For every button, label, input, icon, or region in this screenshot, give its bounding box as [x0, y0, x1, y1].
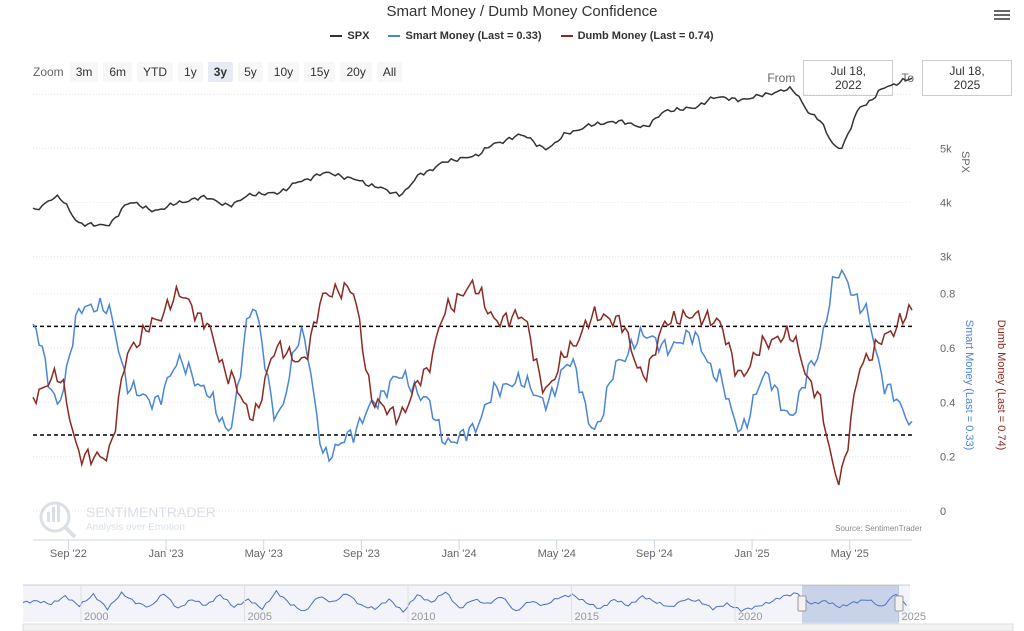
- from-label: From: [767, 71, 796, 85]
- legend-item-dumb-money[interactable]: Dumb Money (Last = 0.74): [560, 30, 714, 42]
- legend-label: SPX: [347, 30, 370, 42]
- conf-tick-label: 0.6: [940, 343, 955, 355]
- zoom-3m-button[interactable]: 3m: [69, 62, 99, 82]
- horizontal-scrollbar[interactable]: [22, 623, 1014, 631]
- spx-tick-label: 4k: [940, 198, 952, 210]
- spx-tick-label: 5k: [940, 143, 952, 155]
- navigator-series-line: [22, 589, 907, 613]
- date-range: From Jul 18, 2022 To Jul 18, 2025: [767, 60, 1012, 96]
- navigator-year-label: 2000: [84, 611, 108, 623]
- legend-label: Smart Money (Last = 0.33): [405, 30, 542, 42]
- spx-series-line: [32, 77, 913, 228]
- zoom-10y-button[interactable]: 10y: [267, 62, 300, 82]
- legend-label: Dumb Money (Last = 0.74): [577, 30, 714, 42]
- zoom-6m-button[interactable]: 6m: [103, 62, 133, 82]
- legend-swatch: [330, 35, 343, 38]
- credits[interactable]: Source: SentimenTrader: [835, 524, 922, 533]
- zoom-all-button[interactable]: All: [376, 62, 403, 82]
- x-tick-label: Jan '23: [149, 548, 184, 560]
- navigator-selected-range[interactable]: [802, 585, 899, 627]
- dumb-money-series-line: [32, 278, 913, 486]
- zoom-ytd-button[interactable]: YTD: [137, 62, 174, 82]
- smart-money-series-line: [32, 268, 913, 463]
- x-tick-label: Sep '24: [636, 548, 673, 560]
- legend: SPX Smart Money (Last = 0.33) Dumb Money…: [0, 30, 1024, 42]
- conf-tick-label: 0.4: [940, 397, 955, 409]
- x-tick-label: Jan '24: [442, 548, 477, 560]
- hamburger-icon[interactable]: [994, 8, 1010, 22]
- watermark-logo: SENTIMENTRADER Analysis over Emotion: [39, 501, 216, 539]
- navigator-handle[interactable]: [797, 595, 807, 612]
- from-date-input[interactable]: Jul 18, 2022: [803, 60, 894, 96]
- conf-tick-label: 0: [940, 506, 946, 518]
- watermark-name: SENTIMENTRADER: [86, 504, 216, 520]
- zoom-selector: Zoom 3m 6m YTD 1y 3y 5y 10y 15y 20y All: [33, 62, 407, 82]
- smart-money-axis-title: Smart Money (Last = 0.33): [963, 320, 975, 451]
- x-tick-label: Sep '23: [343, 548, 380, 560]
- spx-axis-title: SPX: [959, 151, 971, 174]
- x-tick-label: Jan '25: [735, 548, 770, 560]
- legend-item-spx[interactable]: SPX: [330, 30, 369, 42]
- navigator-year-label: 2005: [248, 611, 272, 623]
- zoom-3y-button[interactable]: 3y: [207, 62, 234, 82]
- x-tick-label: May '23: [245, 548, 283, 560]
- legend-swatch: [560, 35, 573, 38]
- zoom-15y-button[interactable]: 15y: [304, 62, 336, 82]
- legend-swatch: [388, 35, 401, 38]
- chart-title: Smart Money / Dumb Money Confidence: [386, 3, 658, 20]
- to-label: To: [901, 71, 914, 85]
- x-tick-label: Sep '22: [50, 548, 87, 560]
- zoom-1y-button[interactable]: 1y: [178, 62, 203, 82]
- navigator-year-label: 2020: [738, 611, 762, 623]
- watermark-tagline: Analysis over Emotion: [86, 522, 185, 533]
- zoom-5y-button[interactable]: 5y: [238, 62, 263, 82]
- zoom-label: Zoom: [33, 65, 64, 79]
- x-tick-label: May '24: [538, 548, 576, 560]
- conf-tick-label: 0.8: [940, 289, 955, 301]
- x-tick-label: May '25: [831, 548, 869, 560]
- zoom-20y-button[interactable]: 20y: [340, 62, 372, 82]
- navigator-year-label: 2025: [902, 611, 926, 623]
- navigator-year-label: 2015: [575, 611, 599, 623]
- spx-tick-label: 3k: [940, 252, 952, 264]
- conf-tick-label: 0.2: [940, 452, 955, 464]
- dumb-money-axis-title: Dumb Money (Last = 0.74): [995, 320, 1007, 451]
- legend-item-smart-money[interactable]: Smart Money (Last = 0.33): [388, 30, 542, 42]
- navigator-year-label: 2010: [411, 611, 435, 623]
- navigator-handle[interactable]: [894, 595, 904, 612]
- to-date-input[interactable]: Jul 18, 2025: [922, 60, 1012, 96]
